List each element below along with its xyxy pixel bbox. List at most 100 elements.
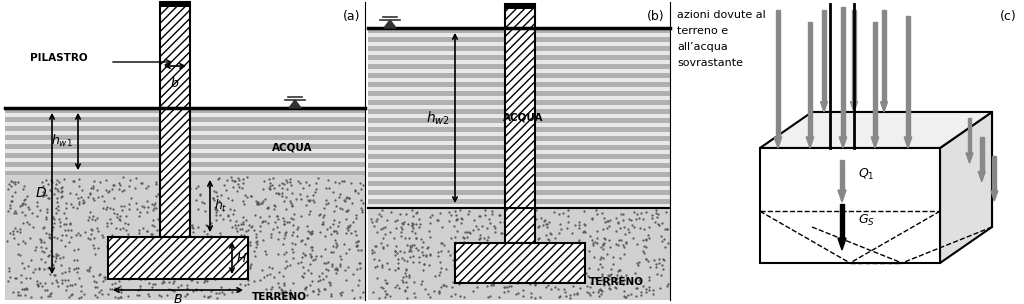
- Point: [249, 242, 265, 247]
- Point: [49, 279, 66, 284]
- Point: [285, 230, 301, 235]
- Point: [60, 268, 77, 273]
- Point: [399, 295, 416, 300]
- Point: [111, 217, 127, 222]
- Point: [340, 246, 356, 251]
- Point: [38, 246, 54, 251]
- Point: [364, 220, 380, 225]
- Point: [112, 226, 128, 231]
- Point: [57, 269, 74, 274]
- Point: [275, 283, 292, 288]
- Point: [637, 237, 653, 242]
- Point: [259, 206, 275, 211]
- Point: [547, 285, 563, 290]
- Point: [551, 265, 567, 270]
- Point: [18, 286, 35, 291]
- Point: [225, 248, 242, 253]
- Point: [187, 239, 204, 244]
- Point: [481, 294, 498, 299]
- Point: [239, 174, 255, 179]
- Point: [295, 274, 311, 279]
- Point: [271, 230, 288, 234]
- Point: [167, 234, 183, 239]
- Point: [349, 239, 366, 244]
- Point: [348, 267, 365, 272]
- Point: [41, 265, 57, 270]
- Polygon shape: [776, 10, 780, 137]
- Point: [82, 237, 98, 242]
- Point: [48, 254, 65, 258]
- Point: [447, 234, 464, 239]
- Point: [214, 289, 230, 294]
- Point: [635, 238, 651, 243]
- Point: [449, 217, 465, 222]
- Point: [269, 213, 286, 218]
- Point: [36, 239, 52, 244]
- Text: terreno e: terreno e: [677, 26, 728, 36]
- Point: [318, 226, 335, 231]
- Point: [80, 217, 96, 222]
- Point: [273, 181, 290, 186]
- Point: [480, 217, 497, 222]
- Point: [54, 233, 71, 238]
- Point: [275, 281, 292, 286]
- Point: [611, 256, 628, 261]
- Polygon shape: [760, 112, 992, 148]
- Point: [207, 204, 223, 209]
- Point: [56, 277, 73, 282]
- Point: [595, 282, 611, 287]
- Point: [371, 295, 387, 300]
- Point: [209, 208, 225, 213]
- Point: [113, 290, 129, 295]
- Point: [260, 204, 276, 209]
- Point: [176, 294, 193, 299]
- Point: [329, 230, 345, 235]
- Point: [62, 235, 79, 240]
- Point: [59, 278, 76, 283]
- Point: [75, 201, 91, 206]
- Point: [654, 220, 671, 225]
- Point: [349, 239, 366, 244]
- Point: [108, 285, 124, 290]
- Point: [295, 186, 311, 191]
- Text: $D$: $D$: [35, 186, 47, 200]
- Point: [182, 251, 199, 256]
- Point: [100, 276, 117, 281]
- Point: [76, 291, 92, 296]
- Point: [394, 222, 411, 226]
- Point: [203, 233, 219, 238]
- Point: [328, 228, 344, 233]
- Point: [254, 220, 270, 225]
- Point: [209, 235, 225, 240]
- Point: [209, 193, 225, 198]
- Point: [44, 228, 60, 233]
- Point: [541, 237, 557, 242]
- Point: [375, 226, 391, 230]
- Point: [118, 228, 134, 233]
- Point: [7, 225, 24, 230]
- Point: [285, 281, 301, 286]
- Point: [169, 293, 185, 298]
- Point: [393, 230, 410, 234]
- Point: [598, 251, 614, 256]
- Point: [69, 270, 85, 275]
- Point: [496, 219, 512, 224]
- Point: [445, 250, 462, 255]
- Point: [100, 240, 117, 245]
- Point: [472, 213, 488, 218]
- Point: [486, 226, 503, 231]
- Point: [387, 249, 403, 254]
- Point: [604, 262, 621, 267]
- Point: [127, 185, 143, 190]
- Polygon shape: [384, 20, 396, 28]
- Point: [120, 293, 136, 298]
- Point: [153, 237, 169, 242]
- Point: [166, 268, 182, 273]
- Point: [171, 214, 187, 219]
- Point: [260, 220, 276, 225]
- Point: [95, 198, 112, 203]
- Point: [621, 229, 637, 234]
- Point: [202, 254, 218, 259]
- Point: [502, 228, 518, 233]
- Point: [236, 181, 252, 185]
